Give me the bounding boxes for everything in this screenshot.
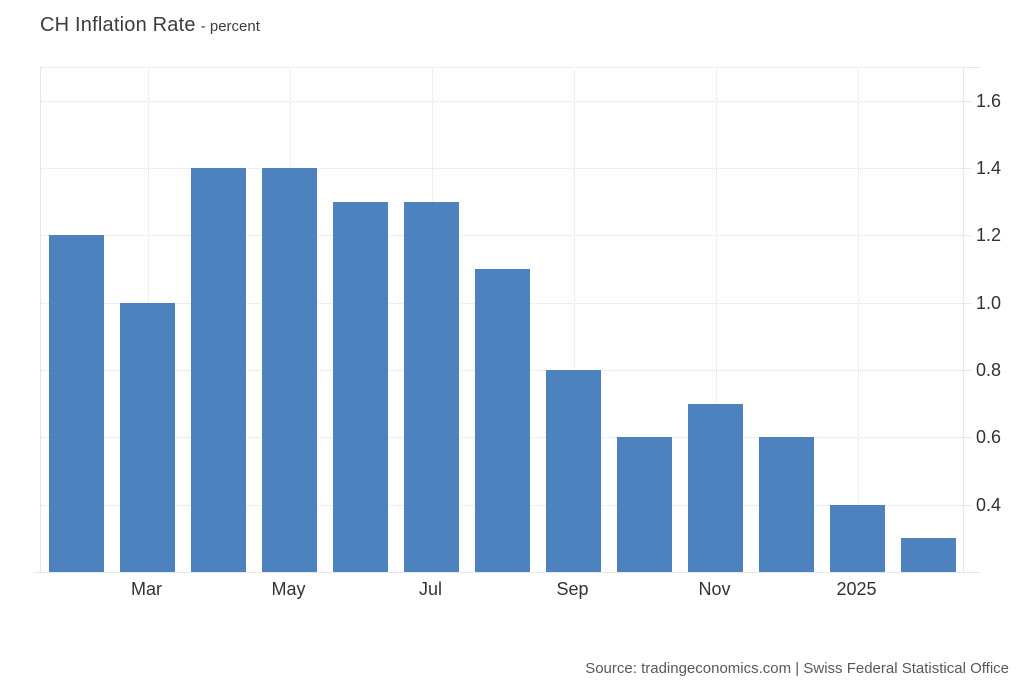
bar-feb-2025[interactable]	[901, 538, 956, 572]
bar-feb-2024[interactable]	[49, 235, 104, 572]
x-gridline	[857, 67, 859, 572]
y-gridline	[41, 235, 963, 237]
plot-top-gridline	[41, 67, 963, 68]
x-axis-label: Nov	[698, 579, 731, 599]
bar-jun-2024[interactable]	[333, 201, 388, 572]
y-axis-end-tick-bottom	[963, 572, 980, 573]
x-axis-label: Jul	[418, 579, 442, 599]
y-gridline	[41, 100, 963, 102]
y-axis-tick	[963, 302, 971, 304]
y-axis-label: 0.4	[976, 494, 1002, 515]
y-axis-label: 1.2	[976, 225, 1002, 246]
x-axis-label: May	[271, 579, 306, 599]
y-axis-tick	[963, 235, 971, 237]
chart-subtitle: - percent	[200, 18, 260, 35]
bar-may-2024[interactable]	[262, 168, 317, 572]
chart-header: CH Inflation Rate - percent	[40, 14, 260, 37]
bar-jul-2024[interactable]	[404, 201, 459, 572]
x-gridline	[573, 67, 575, 572]
bar-aug-2024[interactable]	[475, 269, 530, 572]
chart-title: CH Inflation Rate	[40, 14, 196, 36]
plot-area	[40, 67, 964, 572]
bar-oct-2024[interactable]	[617, 437, 672, 572]
bar-dec-2024[interactable]	[759, 437, 814, 572]
x-axis-line	[35, 572, 980, 573]
y-axis-tick	[963, 168, 971, 169]
y-axis-tick	[963, 370, 971, 371]
x-axis-label: 2025	[836, 579, 877, 599]
x-axis-label: Sep	[556, 579, 589, 599]
y-axis-tick	[963, 504, 971, 506]
bar-apr-2024[interactable]	[191, 168, 246, 572]
bar-jan-2025[interactable]	[830, 504, 885, 572]
y-axis-label: 1.0	[976, 292, 1002, 313]
bar-nov-2024[interactable]	[688, 403, 743, 572]
bar-mar-2024[interactable]	[120, 302, 175, 572]
source-attribution: Source: tradingeconomics.com | Swiss Fed…	[585, 660, 1009, 677]
y-axis-tick	[963, 100, 971, 102]
y-axis-tick	[963, 437, 971, 439]
bar-sep-2024[interactable]	[546, 370, 601, 572]
y-axis-label: 1.4	[976, 158, 1002, 178]
y-gridline	[41, 168, 963, 169]
y-axis-label: 0.8	[976, 360, 1002, 380]
x-axis-label: Mar	[131, 579, 162, 599]
y-axis-label: 1.6	[976, 90, 1002, 111]
y-axis-label: 0.6	[976, 427, 1002, 448]
y-axis-end-tick-top	[963, 67, 980, 68]
x-gridline	[715, 67, 717, 572]
